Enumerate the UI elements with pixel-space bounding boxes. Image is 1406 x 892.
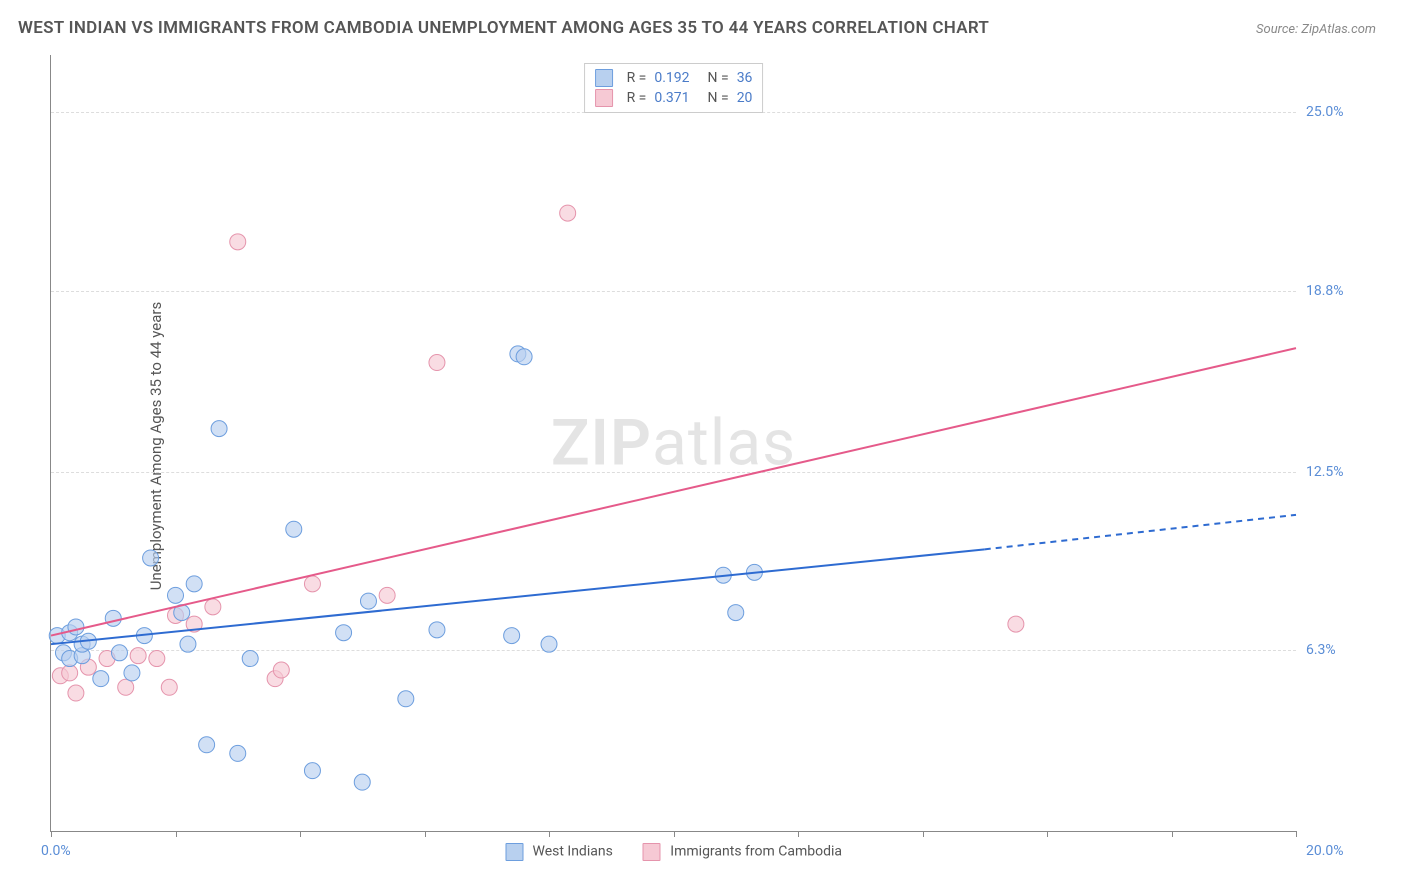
plot-area: ZIPatlas 6.3%12.5%18.8%25.0% 0.0% 20.0% …	[50, 55, 1296, 832]
legend-swatch-1	[595, 69, 613, 87]
plot-svg	[51, 55, 1296, 831]
legend-item-2: Immigrants from Cambodia	[643, 843, 842, 861]
x-tick-max: 20.0%	[1306, 843, 1396, 859]
chart-container: WEST INDIAN VS IMMIGRANTS FROM CAMBODIA …	[0, 0, 1406, 892]
series-legend: West Indians Immigrants from Cambodia	[505, 843, 842, 861]
legend-swatch-s1	[505, 843, 523, 861]
x-tick-origin: 0.0%	[41, 843, 71, 859]
legend-swatch-s2	[643, 843, 661, 861]
source-label: Source: ZipAtlas.com	[1256, 22, 1376, 37]
legend-row-2: R = 0.371 N = 20	[595, 88, 753, 108]
legend-swatch-2	[595, 89, 613, 107]
chart-title: WEST INDIAN VS IMMIGRANTS FROM CAMBODIA …	[18, 18, 989, 38]
correlation-legend: R = 0.192 N = 36 R = 0.371 N = 20	[584, 63, 764, 113]
legend-item-1: West Indians	[505, 843, 613, 861]
legend-row-1: R = 0.192 N = 36	[595, 68, 753, 88]
